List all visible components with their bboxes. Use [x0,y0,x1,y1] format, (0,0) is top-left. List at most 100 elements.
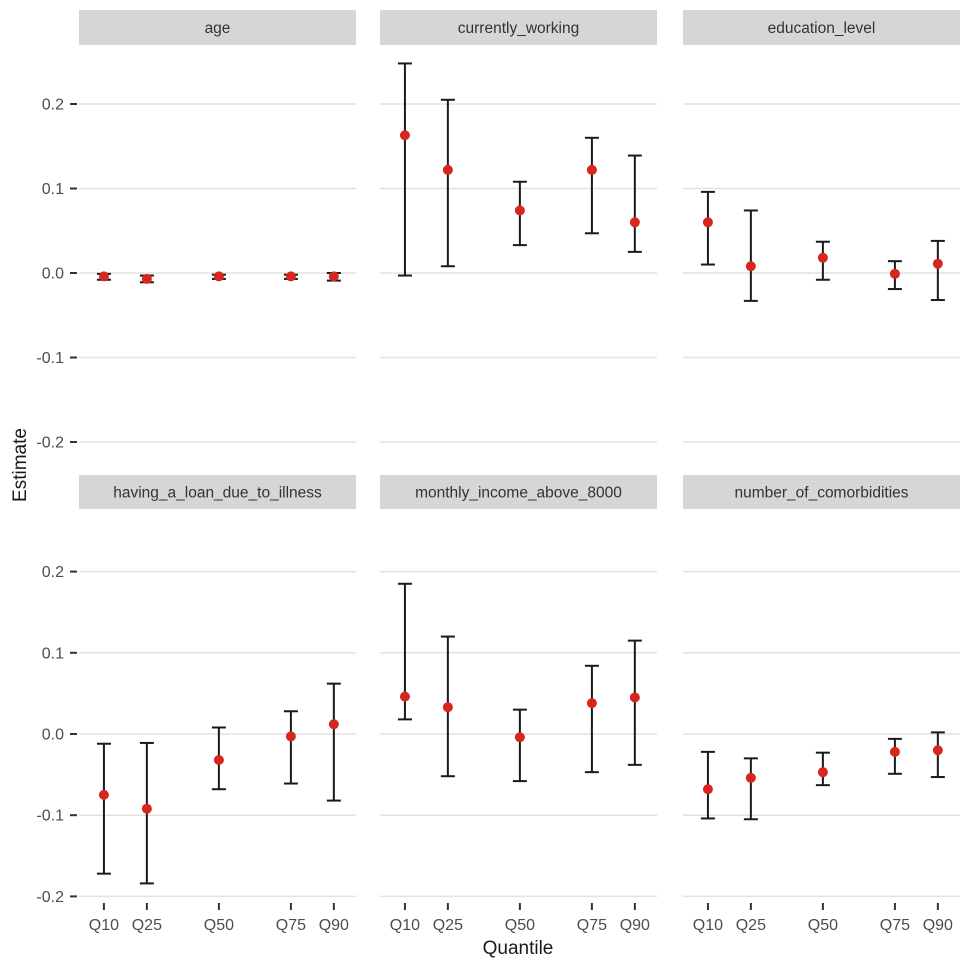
facet-strip-label: number_of_comorbidities [734,485,908,502]
errorbar-currently_working-Q10 [397,62,412,277]
facet-strip-label: age [205,20,231,37]
point-monthly_income_above_8000-Q10 [399,691,410,702]
errorbar-having_a_loan_due_to_illness-Q50 [211,726,226,791]
panel-background [683,509,960,903]
point-education_level-Q10 [702,217,713,228]
y-tick-label: -0.2 [36,889,64,906]
errorbar-age-Q90 [326,271,341,282]
y-tick-label: -0.2 [36,435,64,452]
point-monthly_income_above_8000-Q75 [586,698,597,709]
facet-panel-age: age [79,10,356,464]
point-education_level-Q75 [889,268,900,279]
errorbar-currently_working-Q25 [440,98,455,268]
facet-strip [79,475,356,509]
errorbar-age-Q10 [96,271,111,282]
x-tick-label: Q90 [620,917,650,934]
errorbar-age-Q25 [139,273,154,284]
point-age-Q50 [213,271,224,282]
errorbar-age-Q75 [283,271,298,282]
facet-panel-having_a_loan_due_to_illness: having_a_loan_due_to_illness Q10 Q25 Q50 Q75… [79,475,356,934]
panel-background [380,45,657,464]
x-tick-label: Q75 [276,917,306,934]
point-currently_working-Q10 [399,130,410,141]
point-number_of_comorbidities-Q25 [745,772,756,783]
point-education_level-Q50 [817,252,828,263]
facet-strip-label: having_a_loan_due_to_illness [113,485,322,502]
point-number_of_comorbidities-Q10 [702,784,713,795]
point-number_of_comorbidities-Q75 [889,746,900,757]
point-number_of_comorbidities-Q50 [817,767,828,778]
facet-panel-monthly_income_above_8000: monthly_income_above_8000 Q10 Q25 Q50 Q75 Q90 [380,475,657,934]
point-having_a_loan_due_to_illness-Q25 [141,803,152,814]
errorbar-education_level-Q75 [887,260,902,291]
y-tick-label: 0.0 [42,727,64,744]
y-tick-label: 0.1 [42,645,64,662]
y-tick-label: 0.2 [42,564,64,581]
point-currently_working-Q25 [442,164,453,175]
x-tick-label: Q25 [736,917,766,934]
errorbar-number_of_comorbidities-Q25 [743,757,758,821]
y-axis-row-0: 0.2 0.1 0.0 -0.1 -0.2 [36,97,77,452]
x-tick-label: Q90 [319,917,349,934]
point-monthly_income_above_8000-Q90 [629,692,640,703]
panel-background [79,509,356,903]
point-having_a_loan_due_to_illness-Q10 [98,789,109,800]
facet-strip [380,475,657,509]
facet-strip [683,10,960,45]
facet-panel-currently_working: currently_working [380,10,657,464]
x-tick-label: Q50 [505,917,535,934]
errorbar-currently_working-Q90 [627,154,642,253]
errorbar-number_of_comorbidities-Q50 [815,751,830,787]
errorbar-number_of_comorbidities-Q90 [930,731,945,779]
point-monthly_income_above_8000-Q50 [514,732,525,743]
errorbar-education_level-Q25 [743,209,758,302]
facet-strip-label: education_level [768,20,876,37]
errorbar-age-Q50 [211,271,226,282]
errorbar-monthly_income_above_8000-Q50 [512,708,527,783]
panel-background [79,45,356,464]
facet-panel-number_of_comorbidities: number_of_comorbidities Q10 Q25 Q50 Q75 Q90 [683,475,960,934]
point-currently_working-Q75 [586,164,597,175]
errorbar-currently_working-Q50 [512,180,527,247]
x-tick-label: Q10 [693,917,723,934]
panel-background [380,509,657,903]
errorbar-having_a_loan_due_to_illness-Q90 [326,682,341,802]
point-age-Q10 [98,271,109,282]
point-having_a_loan_due_to_illness-Q50 [213,754,224,765]
point-education_level-Q90 [932,258,943,269]
errorbar-education_level-Q50 [815,240,830,281]
y-tick-label: 0.0 [42,266,64,283]
errorbar-number_of_comorbidities-Q75 [887,737,902,775]
x-tick-label: Q25 [132,917,162,934]
errorbar-having_a_loan_due_to_illness-Q10 [96,742,111,875]
facet-panel-education_level: education_level [683,10,960,464]
x-tick-label: Q90 [923,917,953,934]
x-tick-label: Q50 [204,917,234,934]
errorbar-having_a_loan_due_to_illness-Q25 [139,741,154,885]
point-age-Q75 [285,271,296,282]
errorbar-education_level-Q90 [930,239,945,302]
y-tick-label: -0.1 [36,350,64,367]
point-currently_working-Q50 [514,205,525,216]
point-currently_working-Q90 [629,217,640,228]
point-education_level-Q25 [745,261,756,272]
point-number_of_comorbidities-Q90 [932,745,943,756]
y-tick-label: 0.2 [42,97,64,114]
errorbar-monthly_income_above_8000-Q25 [440,635,455,778]
errorbar-monthly_income_above_8000-Q90 [627,639,642,766]
y-tick-label: 0.1 [42,181,64,198]
point-having_a_loan_due_to_illness-Q90 [328,719,339,730]
facet-strip [79,10,356,45]
point-age-Q90 [328,271,339,282]
errorbar-education_level-Q10 [700,190,715,266]
errorbar-monthly_income_above_8000-Q75 [584,664,599,774]
x-tick-label: Q75 [880,917,910,934]
x-tick-label: Q10 [390,917,420,934]
x-tick-label: Q10 [89,917,119,934]
y-axis-title: Estimate [10,428,31,502]
y-tick-label: -0.1 [36,808,64,825]
point-age-Q25 [141,273,152,284]
facet-strip [683,475,960,509]
